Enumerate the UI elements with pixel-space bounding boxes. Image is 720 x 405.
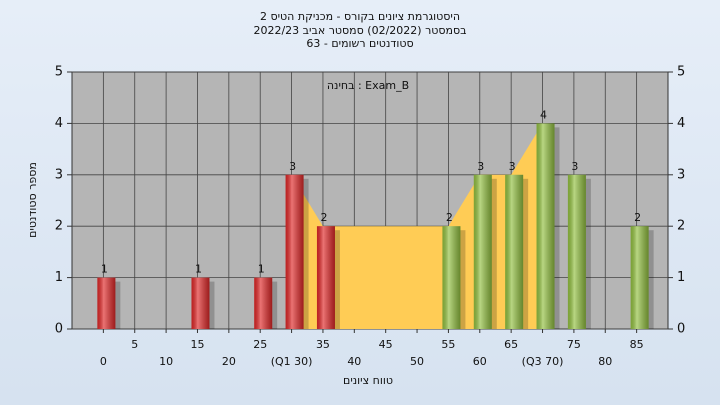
y2-tick-label: 5: [677, 65, 685, 80]
y2-tick-label: 4: [677, 116, 685, 131]
bar-shine: [567, 174, 586, 329]
bar-shine: [536, 123, 555, 330]
x-tick-label: 85: [630, 338, 644, 351]
chart-subtitle: בסמסטר (02/2022) סמסטר אביב 2022/23: [253, 24, 466, 37]
data-label: 3: [509, 160, 516, 173]
x-tick-label: 35: [316, 338, 330, 351]
bar-shine: [97, 277, 116, 329]
data-label: 4: [540, 108, 547, 121]
bar-shine: [505, 174, 524, 329]
bar-shine: [316, 226, 335, 329]
bar-shine: [191, 277, 210, 329]
x-tick-label: 45: [379, 338, 393, 351]
x-tick-label: 0: [100, 355, 107, 368]
x-axis-label: טווח ציונים: [343, 374, 393, 387]
bar-shine: [285, 174, 304, 329]
x-tick-label: (Q1 30): [271, 355, 313, 368]
data-label: 1: [195, 263, 202, 276]
x-tick-label: 65: [504, 338, 518, 351]
x-tick-label: 5: [131, 338, 138, 351]
y-tick-label: 5: [55, 65, 63, 80]
y-tick-label: 3: [55, 167, 63, 182]
data-label: 2: [320, 211, 327, 224]
data-label: 3: [571, 160, 578, 173]
data-label: 1: [258, 263, 265, 276]
data-label: 2: [446, 211, 453, 224]
y-axis-label: מספר סטודנטים: [26, 162, 39, 238]
data-label: 2: [634, 211, 641, 224]
annotation: בחינה : Exam_B: [327, 79, 409, 92]
y2-tick-label: 3: [677, 167, 685, 182]
y-tick-label: 2: [55, 219, 63, 234]
y2-tick-label: 2: [677, 219, 685, 234]
bar-shine: [254, 277, 273, 329]
x-tick-label: 60: [473, 355, 487, 368]
x-tick-label: 15: [190, 338, 204, 351]
bar-shine: [630, 226, 649, 329]
data-label: 3: [289, 160, 296, 173]
x-tick-label: 40: [347, 355, 361, 368]
x-tick-label: 55: [441, 338, 455, 351]
x-tick-label: (Q3 70): [522, 355, 564, 368]
bar-shine: [442, 226, 461, 329]
y-tick-label: 0: [55, 322, 63, 337]
bar-shine: [473, 174, 492, 329]
x-tick-label: 20: [222, 355, 236, 368]
x-tick-label: 25: [253, 338, 267, 351]
y-tick-label: 4: [55, 116, 63, 131]
chart-title: היסטוגרמת ציונים בקורס - מכניקת הטיס 2: [260, 10, 460, 23]
y-tick-label: 1: [55, 270, 63, 285]
x-tick-label: 80: [598, 355, 612, 368]
data-label: 1: [101, 263, 108, 276]
y2-tick-label: 0: [677, 322, 685, 337]
y2-tick-label: 1: [677, 270, 685, 285]
data-label: 3: [477, 160, 484, 173]
x-tick-label: 75: [567, 338, 581, 351]
x-tick-label: 50: [410, 355, 424, 368]
chart-subtitle: סטודנטים רשומים - 63: [306, 37, 413, 50]
x-tick-label: 10: [159, 355, 173, 368]
